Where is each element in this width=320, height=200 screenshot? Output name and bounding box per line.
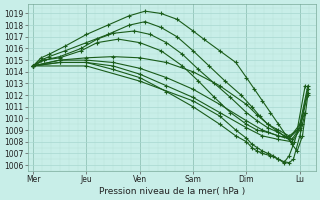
X-axis label: Pression niveau de la mer( hPa ): Pression niveau de la mer( hPa ) [99,187,245,196]
